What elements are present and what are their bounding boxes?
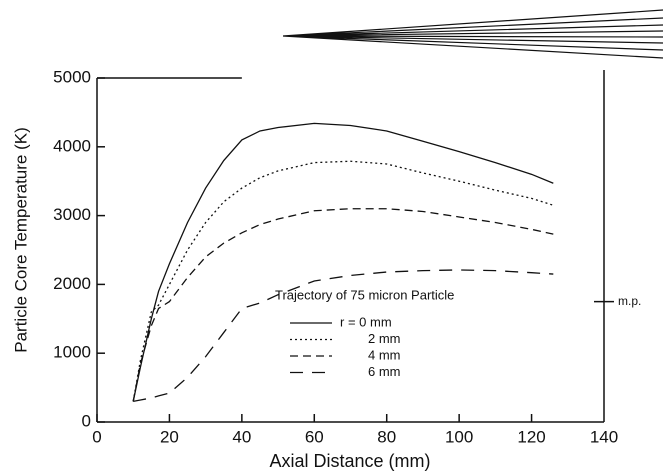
- mp-label: m.p.: [618, 294, 641, 308]
- y-tick-label: 1000: [53, 343, 91, 362]
- data-line: [132, 160, 554, 402]
- legend-label: 6 mm: [368, 364, 401, 379]
- y-tick-label: 2000: [53, 274, 91, 293]
- data-line: [132, 208, 554, 402]
- y-tick-label: 5000: [53, 67, 91, 86]
- x-tick-label: 40: [232, 427, 251, 446]
- cone-diagram: [282, 9, 664, 59]
- x-tick-label: 140: [590, 427, 618, 446]
- legend-label: 2 mm: [368, 331, 401, 346]
- y-tick-label: 3000: [53, 205, 91, 224]
- x-tick-label: 0: [92, 427, 101, 446]
- y-axis-label: Particle Core Temperature (K): [11, 127, 30, 353]
- x-tick-label: 80: [377, 427, 396, 446]
- y-tick-label: 0: [82, 411, 91, 430]
- x-axis-label: Axial Distance (mm): [269, 451, 430, 471]
- legend-title: Trajectory of 75 micron Particle: [275, 287, 454, 302]
- data-line: [132, 122, 554, 402]
- y-tick-label: 4000: [53, 136, 91, 155]
- x-tick-label: 60: [305, 427, 324, 446]
- x-tick-label: 100: [445, 427, 473, 446]
- legend-label: r = 0 mm: [340, 314, 392, 329]
- x-tick-label: 120: [517, 427, 545, 446]
- legend-label: 4 mm: [368, 347, 401, 362]
- data-line: [133, 269, 554, 402]
- x-tick-label: 20: [160, 427, 179, 446]
